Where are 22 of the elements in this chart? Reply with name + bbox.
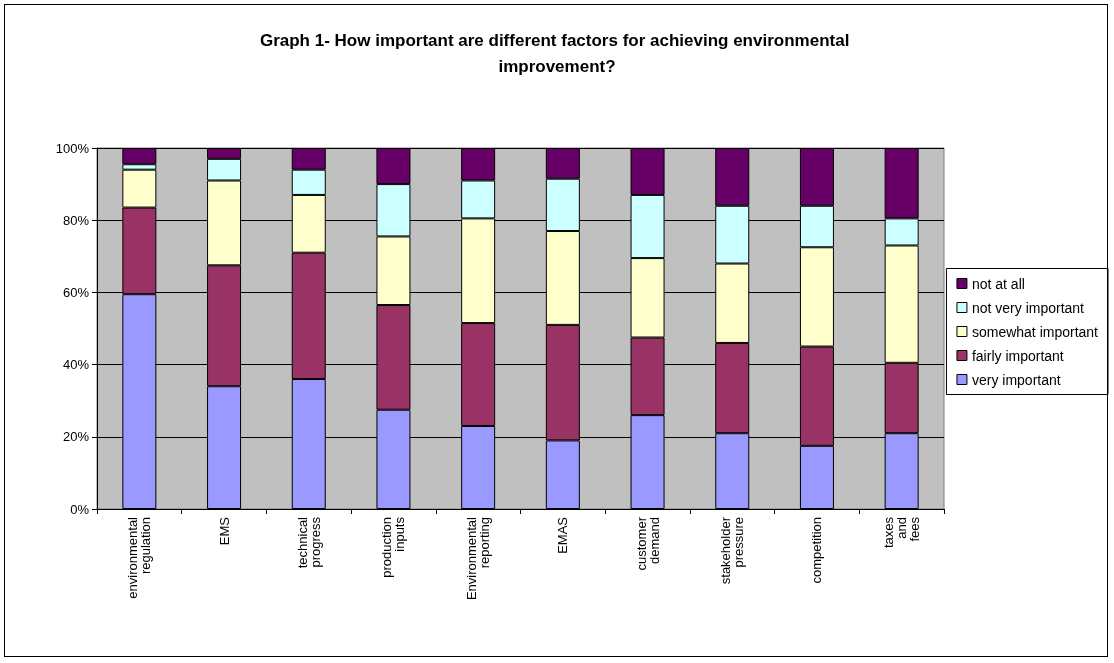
y-tick-label: 80% [62, 212, 90, 228]
legend-label: not very important [971, 299, 1085, 316]
x-tick-label: taxes and fees [881, 516, 923, 549]
x-tick-label: customer demand [633, 516, 662, 571]
legend-label: somewhat important [971, 323, 1099, 340]
x-tick-label: stakeholder pressure [718, 516, 747, 585]
y-tick-label: 60% [62, 284, 90, 300]
chart-title: Graph 1- How important are different factors for achieving environmental improvement? [259, 30, 855, 76]
y-tick-label: 40% [62, 357, 90, 373]
x-tick-label: EMAS [555, 516, 571, 554]
legend-label: very important [971, 371, 1061, 388]
legend-label: fairly important [971, 347, 1064, 364]
y-tick-label: 100% [55, 140, 90, 156]
legend-label: not at all [971, 275, 1025, 292]
y-tick-label: 0% [70, 501, 90, 517]
x-tick-label: technical progress [294, 516, 323, 569]
x-tick-label: Environmental reporting [464, 516, 493, 601]
y-tick-label: 20% [62, 429, 90, 445]
x-tick-label: production inputs [379, 516, 408, 578]
x-tick-label: EMS [216, 516, 232, 546]
x-tick-label: competition [809, 517, 825, 584]
x-tick-label: environmental regulation [125, 516, 154, 599]
